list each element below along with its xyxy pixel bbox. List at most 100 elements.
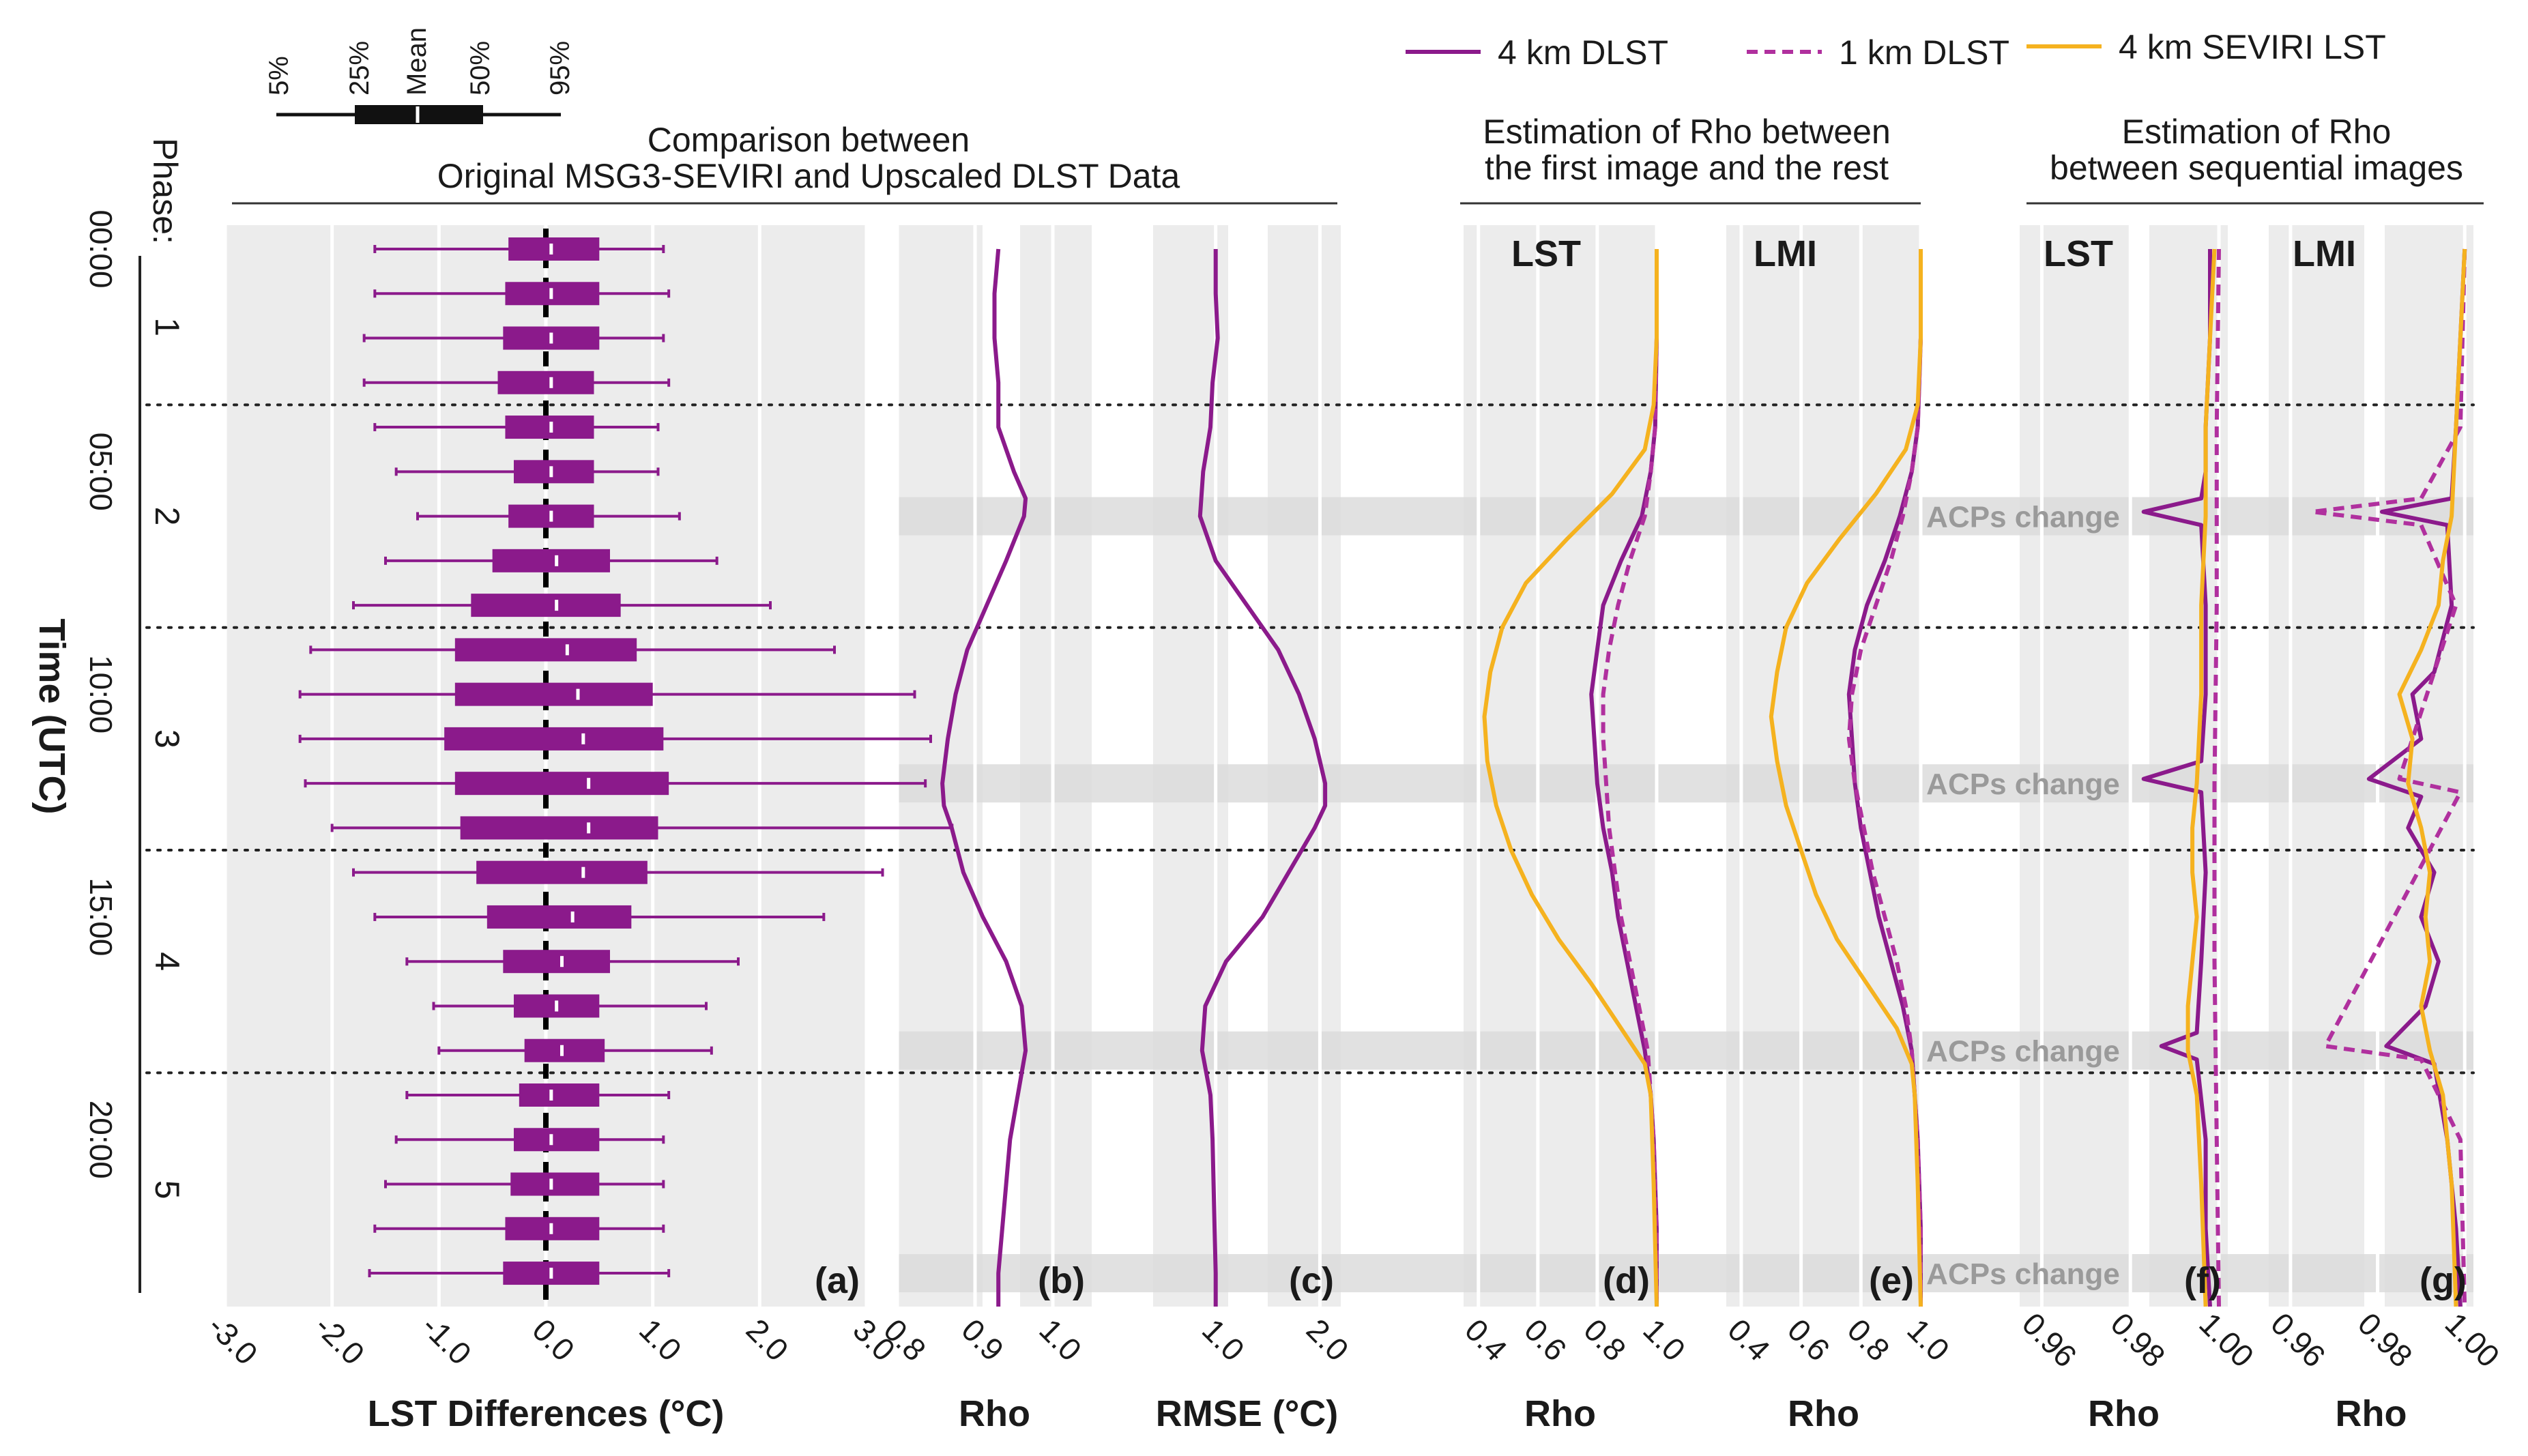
box-10 — [298, 682, 916, 706]
time-tick-4: 20:00 — [83, 1101, 119, 1179]
box-17 — [432, 994, 708, 1018]
box-12 — [304, 772, 927, 796]
box-21 — [384, 1172, 665, 1196]
tick-e-2: 0.8 — [1841, 1312, 1897, 1368]
gridlines — [223, 225, 2467, 1307]
boxplot-key: 5% 25% Mean 50% 95% — [264, 27, 575, 124]
box-0 — [373, 237, 665, 261]
box-body-14 — [476, 860, 648, 884]
box-1 — [373, 282, 671, 306]
box-11 — [298, 727, 932, 751]
tick-d-1: 0.6 — [1517, 1312, 1573, 1368]
acp-band-1 — [897, 764, 2473, 803]
box-7 — [384, 549, 718, 572]
box-16 — [405, 950, 740, 974]
panel-tag-f: LST — [2044, 233, 2113, 274]
series-f-2 — [2185, 248, 2217, 1307]
phase-dividers — [139, 256, 2475, 1293]
tick-d-0: 0.4 — [1458, 1312, 1514, 1368]
box-15 — [373, 905, 826, 929]
tick-e-3: 1.0 — [1900, 1312, 1956, 1368]
panel-tag-d: LST — [1511, 233, 1581, 274]
tick-a-3: 0.0 — [525, 1312, 581, 1368]
legend-label-2: 4 km SEVIRI LST — [2119, 28, 2386, 66]
acp-label-0: ACPs change — [1926, 501, 2120, 534]
box-body-12 — [454, 772, 669, 796]
box-14 — [352, 860, 884, 884]
key-label-1: 25% — [345, 41, 375, 96]
box-20 — [394, 1128, 665, 1152]
x-title-e: Rho — [1788, 1393, 1859, 1434]
series-g-0 — [2366, 248, 2467, 1307]
key-label-0: 5% — [264, 56, 294, 96]
acp-label-3: ACPs change — [1926, 1257, 2120, 1291]
data-marks — [298, 229, 2467, 1307]
tick-f-2: 1.00 — [2192, 1306, 2261, 1374]
series-c-0 — [1197, 249, 1328, 1307]
group-title-first-image-line2: the first image and the rest — [1485, 149, 1889, 187]
phase-label-4: 4 — [148, 952, 186, 971]
time-tick-0: 00:00 — [83, 209, 119, 288]
box-body-9 — [454, 638, 637, 662]
box-22 — [373, 1217, 665, 1240]
x-title-a: LST Differences (°C) — [368, 1393, 725, 1434]
box-body-15 — [486, 905, 632, 929]
x-title-c: RMSE (°C) — [1156, 1393, 1339, 1434]
tick-c-1: 2.0 — [1300, 1312, 1356, 1368]
box-5 — [394, 460, 660, 484]
box-8 — [352, 594, 772, 617]
y-axis-title: Time (UTC) — [31, 618, 72, 814]
phase-label-5: 5 — [148, 1180, 186, 1199]
box-body-3 — [497, 370, 594, 394]
time-tick-2: 10:00 — [83, 655, 119, 733]
group-title-first-image-line1: Estimation of Rho between — [1483, 113, 1891, 151]
box-19 — [405, 1083, 671, 1107]
key-label-4: 95% — [545, 41, 575, 96]
panel-label-g: (g) — [2420, 1260, 2467, 1301]
box-4 — [373, 416, 660, 439]
phase-label-2: 2 — [148, 507, 186, 526]
time-tick-1: 05:00 — [83, 433, 119, 511]
panel-label-f: (f) — [2184, 1260, 2221, 1301]
group-title-sequential-line1: Estimation of Rho — [2122, 113, 2392, 151]
group-title-comparison-line1: Comparison between — [648, 121, 970, 159]
tick-d-2: 0.8 — [1577, 1312, 1633, 1368]
time-tick-3: 15:00 — [83, 877, 119, 956]
box-body-0 — [508, 237, 600, 261]
tick-a-5: 2.0 — [740, 1312, 796, 1368]
series-g-2 — [2397, 248, 2467, 1307]
tick-g-2: 1.00 — [2439, 1306, 2507, 1374]
box-2 — [362, 326, 665, 350]
box-body-5 — [514, 460, 594, 484]
phase-label: Phase: — [146, 138, 184, 244]
acp-bands — [897, 497, 2473, 1293]
tick-b-2: 1.0 — [1032, 1312, 1088, 1368]
box-body-21 — [510, 1172, 600, 1196]
panel-tag-e: LMI — [1754, 233, 1817, 274]
legend-label-0: 4 km DLST — [1498, 33, 1668, 72]
tick-b-1: 0.9 — [955, 1312, 1011, 1368]
series-e-1 — [1846, 249, 1923, 1307]
acp-label-2: ACPs change — [1926, 1035, 2120, 1068]
series-e-2 — [1769, 249, 1923, 1307]
acp-band-3 — [897, 1254, 2473, 1293]
box-18 — [437, 1038, 713, 1062]
box-body-16 — [503, 950, 610, 974]
box-body-19 — [519, 1083, 600, 1107]
legend: 4 km DLST 1 km DLST 4 km SEVIRI LST — [1406, 28, 2386, 72]
panel-label-d: (d) — [1603, 1260, 1650, 1301]
tick-a-0: -3.0 — [201, 1308, 265, 1371]
tick-a-1: -2.0 — [308, 1308, 372, 1371]
x-title-g: Rho — [2336, 1393, 2407, 1434]
series-b-0 — [940, 248, 1028, 1307]
acp-band-0 — [897, 497, 2473, 536]
box-body-11 — [444, 727, 664, 751]
series-f-1 — [2212, 248, 2221, 1307]
legend-label-1: 1 km DLST — [1839, 33, 2009, 72]
box-3 — [362, 370, 671, 394]
group-title-comparison-line2: Original MSG3-SEVIRI and Upscaled DLST D… — [437, 157, 1180, 195]
box-9 — [309, 638, 836, 662]
tick-e-1: 0.6 — [1781, 1312, 1837, 1368]
x-title-b: Rho — [959, 1393, 1030, 1434]
box-6 — [416, 504, 681, 528]
